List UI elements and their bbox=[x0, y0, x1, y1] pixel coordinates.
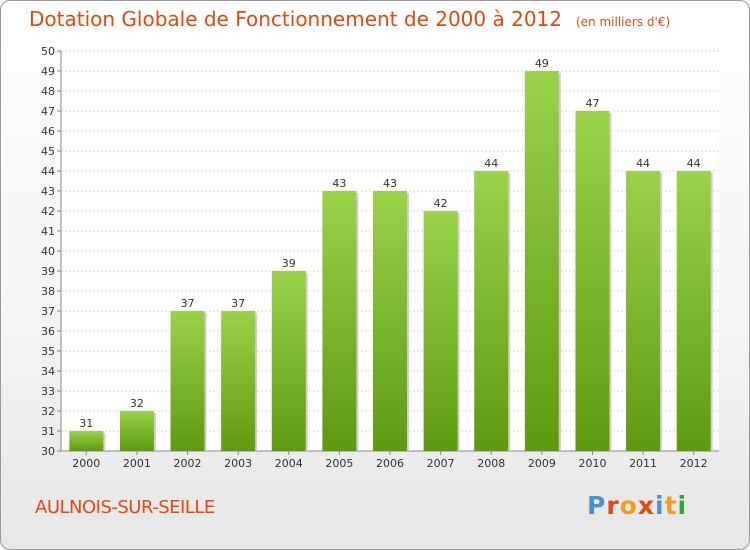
bar-value-label: 39 bbox=[282, 257, 296, 270]
bar-value-label: 43 bbox=[383, 177, 397, 190]
bar bbox=[119, 411, 154, 451]
y-tick-label: 48 bbox=[41, 85, 55, 98]
y-tick-label: 34 bbox=[41, 365, 55, 378]
logo-letter: i bbox=[655, 491, 665, 520]
y-tick-label: 47 bbox=[41, 105, 55, 118]
x-tick-label: 2009 bbox=[528, 457, 556, 470]
bar bbox=[271, 271, 306, 451]
logo-letter: P bbox=[587, 491, 607, 520]
y-tick-label: 30 bbox=[41, 445, 55, 458]
x-tick-label: 2000 bbox=[72, 457, 100, 470]
bar-value-label: 37 bbox=[181, 297, 195, 310]
bar-value-label: 42 bbox=[434, 197, 448, 210]
logo-letter: r bbox=[606, 491, 620, 520]
bar-value-label: 44 bbox=[636, 157, 650, 170]
x-tick-label: 2002 bbox=[174, 457, 202, 470]
y-tick-label: 46 bbox=[41, 125, 55, 138]
x-tick-label: 2006 bbox=[376, 457, 404, 470]
commune-name: AULNOIS-SUR-SEILLE bbox=[35, 497, 215, 518]
bar-value-label: 37 bbox=[231, 297, 245, 310]
bar bbox=[524, 71, 559, 451]
bar bbox=[626, 171, 661, 451]
y-tick-label: 49 bbox=[41, 65, 55, 78]
y-tick-label: 45 bbox=[41, 145, 55, 158]
y-tick-label: 32 bbox=[41, 405, 55, 418]
bar bbox=[423, 211, 458, 451]
logo-letter: o bbox=[619, 491, 638, 520]
y-tick-label: 33 bbox=[41, 385, 55, 398]
bar-value-label: 32 bbox=[130, 397, 144, 410]
bar bbox=[221, 311, 256, 451]
x-tick-label: 2004 bbox=[275, 457, 303, 470]
chart-subtitle: (en milliers d'€) bbox=[576, 15, 671, 29]
logo-letter: x bbox=[637, 491, 655, 520]
x-tick-label: 2010 bbox=[578, 457, 606, 470]
x-tick-label: 2003 bbox=[224, 457, 252, 470]
bar bbox=[170, 311, 205, 451]
x-tick-label: 2001 bbox=[123, 457, 151, 470]
y-tick-label: 50 bbox=[41, 45, 55, 58]
y-tick-label: 44 bbox=[41, 165, 55, 178]
bar bbox=[373, 191, 407, 451]
x-tick-label: 2005 bbox=[325, 457, 353, 470]
y-tick-label: 37 bbox=[41, 305, 55, 318]
bar bbox=[676, 171, 711, 451]
x-tick-label: 2011 bbox=[629, 457, 657, 470]
y-tick-label: 38 bbox=[41, 285, 55, 298]
logo-letter: i bbox=[677, 491, 688, 520]
bar-value-label: 31 bbox=[79, 417, 93, 430]
bar-value-label: 49 bbox=[535, 57, 549, 70]
y-tick-label: 40 bbox=[41, 245, 55, 258]
y-tick-label: 31 bbox=[41, 425, 55, 438]
x-tick-label: 2007 bbox=[427, 457, 455, 470]
bar-value-label: 44 bbox=[687, 157, 701, 170]
bar bbox=[474, 171, 509, 451]
bar-value-label: 47 bbox=[585, 97, 599, 110]
bar-value-label: 43 bbox=[332, 177, 346, 190]
y-tick-label: 42 bbox=[41, 205, 55, 218]
bar bbox=[69, 431, 104, 451]
y-tick-label: 39 bbox=[41, 265, 55, 278]
bar bbox=[575, 111, 610, 451]
chart-title: Dotation Globale de Fonctionnement de 20… bbox=[29, 7, 562, 31]
title-row: Dotation Globale de Fonctionnement de 20… bbox=[29, 7, 670, 31]
bar-value-label: 44 bbox=[484, 157, 498, 170]
y-tick-label: 41 bbox=[41, 225, 55, 238]
y-tick-label: 35 bbox=[41, 345, 55, 358]
proxiti-logo[interactable]: Proxiti bbox=[587, 491, 687, 520]
x-tick-label: 2008 bbox=[477, 457, 505, 470]
bar bbox=[322, 191, 357, 451]
x-tick-label: 2012 bbox=[680, 457, 708, 470]
y-tick-label: 43 bbox=[41, 185, 55, 198]
logo-letter: t bbox=[664, 491, 678, 520]
y-tick-label: 36 bbox=[41, 325, 55, 338]
